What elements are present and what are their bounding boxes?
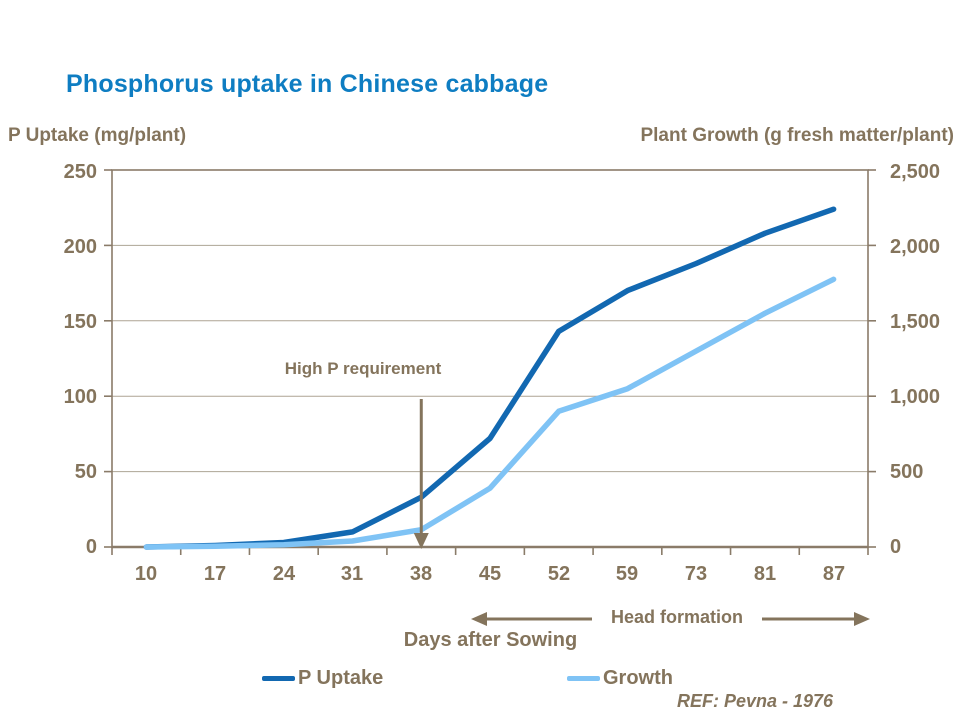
legend-item-p-uptake: P Uptake: [262, 666, 383, 690]
p-uptake-line-swatch: [262, 675, 295, 681]
reference-citation: REF: Pevna - 1976: [676, 691, 834, 711]
legend-label: Growth: [603, 666, 673, 689]
right-axis-tick: 1,500: [890, 311, 941, 333]
right-axis-tick: 0: [890, 536, 902, 558]
x-axis-tick: 24: [272, 563, 296, 585]
head-formation-label: Head formation: [610, 607, 743, 627]
x-axis-tick: 81: [753, 563, 777, 585]
x-axis-tick: 52: [547, 563, 571, 585]
high-p-requirement-label: High P requirement: [284, 359, 442, 378]
legend-label: P Uptake: [298, 666, 384, 689]
growth-line-swatch: [567, 675, 600, 681]
left-axis-tick: 0: [85, 536, 97, 558]
x-axis-tick: 45: [478, 563, 502, 585]
x-axis-tick: 31: [340, 563, 364, 585]
right-axis-title: Plant Growth (g fresh matter/plant): [640, 125, 954, 146]
right-axis-tick: 1,000: [890, 386, 941, 408]
x-axis-tick: 17: [203, 563, 227, 585]
left-axis-tick: 250: [63, 161, 97, 183]
left-axis-tick: 50: [74, 461, 97, 483]
legend-item-growth: Growth: [567, 666, 673, 690]
x-axis-tick: 73: [684, 563, 708, 585]
x-axis-tick: 59: [615, 563, 639, 585]
page-title: Phosphorus uptake in Chinese cabbage: [66, 70, 549, 98]
x-axis-tick: 38: [409, 563, 433, 585]
right-axis-tick: 2,000: [890, 236, 941, 258]
right-axis-tick: 2,500: [890, 161, 941, 183]
left-axis-tick: 200: [63, 236, 97, 258]
x-axis-tick: 10: [134, 563, 158, 585]
x-axis-tick: 87: [822, 563, 846, 585]
left-axis-tick: 150: [63, 311, 97, 333]
right-axis-tick: 500: [890, 461, 924, 483]
left-axis-title: P Uptake (mg/plant): [8, 125, 187, 146]
left-axis-tick: 100: [63, 386, 97, 408]
x-axis-title: Days after Sowing: [403, 629, 578, 651]
